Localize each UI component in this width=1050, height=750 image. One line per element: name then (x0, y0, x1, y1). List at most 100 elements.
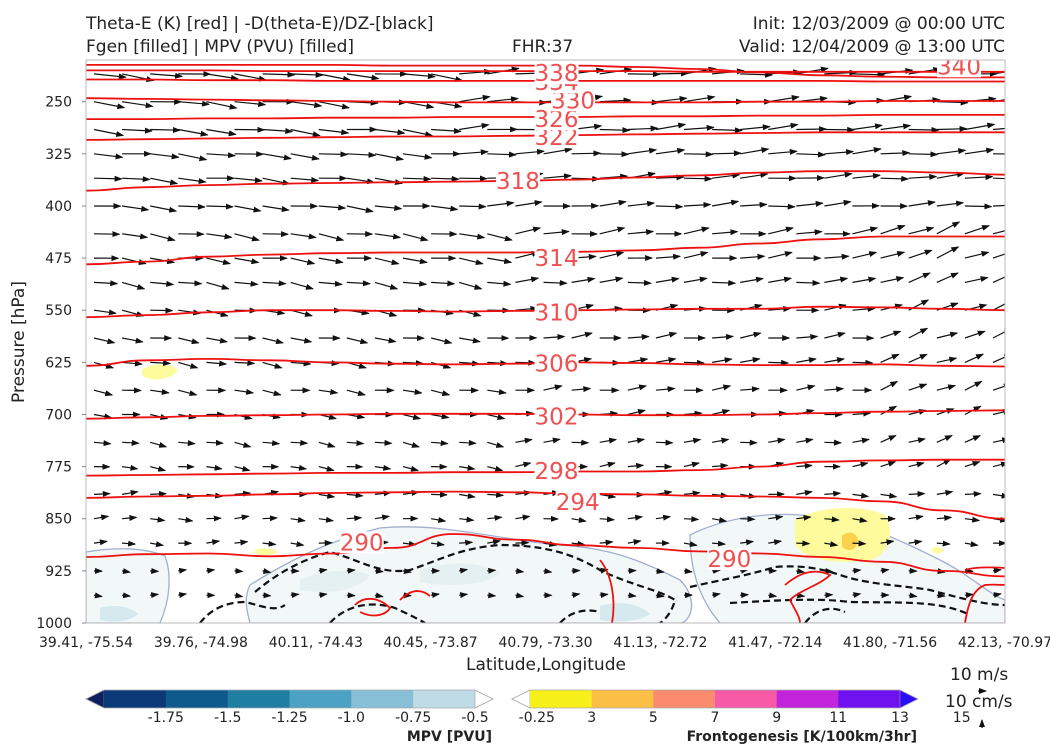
colorbar-tick-label: -1.5 (214, 710, 241, 726)
wind-vector (880, 353, 900, 363)
wind-vector (824, 276, 849, 283)
wind-vector (150, 233, 176, 242)
wind-vector (459, 539, 474, 546)
wind-vector (824, 331, 846, 339)
wind-vector (318, 204, 347, 211)
wind-vector (262, 515, 278, 522)
wind-vector (711, 517, 728, 523)
wind-vector (992, 461, 1005, 468)
wind-vector (318, 73, 352, 82)
wind-vector (992, 303, 1005, 311)
wind-vector (318, 388, 339, 395)
wind-vector (290, 541, 305, 548)
wind-vector (290, 464, 307, 471)
wind-vector (599, 539, 614, 546)
wind-vector (122, 464, 139, 471)
wind-vector (374, 281, 399, 290)
wind-vector (402, 280, 428, 287)
wind-vector (262, 440, 281, 447)
wind-vector (992, 409, 1005, 416)
wind-vector (571, 150, 602, 157)
wind-vector (318, 151, 349, 158)
wind-vector (234, 73, 267, 82)
wind-vector (346, 515, 363, 522)
wind-vector (150, 541, 164, 548)
wind-vector (290, 128, 321, 138)
wind-vector (402, 73, 436, 80)
colorbar-segment (289, 690, 352, 708)
wind-vector (683, 410, 703, 417)
wind-vector (346, 151, 377, 158)
wind-vector (852, 461, 869, 468)
wind-vector (150, 360, 172, 367)
wind-vector (431, 127, 462, 134)
colorbar-outline (511, 689, 919, 709)
wind-vector (852, 567, 862, 574)
theta-e-contours (86, 64, 1005, 623)
wind-vector (908, 173, 938, 180)
wind-vector (852, 147, 882, 155)
wind-vector (374, 205, 403, 211)
wind-vector (683, 276, 708, 283)
wind-vector (459, 122, 490, 131)
y-tick-label: 625 (45, 355, 72, 371)
wind-vector (262, 71, 296, 78)
wind-vector (824, 490, 842, 497)
wind-vector (627, 279, 652, 286)
wind-vector (852, 540, 867, 547)
wind-vector (796, 592, 806, 599)
wind-vector (908, 249, 933, 259)
wind-vector (712, 150, 742, 157)
wind-vector (459, 94, 491, 103)
wind-vector (908, 461, 925, 468)
wind-vector (796, 540, 811, 547)
wind-vector (290, 281, 314, 290)
wind-vector (655, 331, 678, 339)
wind-vector (740, 357, 761, 364)
wind-vector (430, 73, 464, 83)
wind-vector (178, 203, 206, 210)
wind-vector (122, 176, 151, 183)
theta-e-contour-fragment (599, 559, 615, 623)
wind-vector (178, 177, 207, 185)
wind-vector (346, 492, 364, 499)
stability-contour (559, 609, 601, 623)
wind-vector (711, 357, 733, 364)
wind-vector (234, 360, 256, 367)
wind-vector (262, 568, 272, 575)
wind-vector (627, 200, 656, 207)
theta-e-label-bg (495, 169, 540, 192)
wind-vector (964, 353, 985, 363)
wind-vector (964, 122, 996, 131)
wind-vector (712, 172, 741, 179)
wind-vector (908, 490, 926, 497)
wind-vector (683, 490, 701, 497)
wind-vector (431, 491, 448, 498)
wind-vector (880, 251, 906, 259)
wind-vector (936, 540, 951, 547)
wind-vector (487, 413, 506, 420)
wind-vector (487, 233, 513, 242)
wind-vector (346, 280, 371, 287)
wind-vector (852, 592, 862, 598)
theta-e-label-bg (534, 247, 579, 270)
wind-vector (599, 226, 626, 235)
wind-vector (234, 280, 259, 287)
wind-vector (93, 280, 119, 287)
wind-vector (318, 567, 328, 574)
wind-vector (768, 148, 798, 155)
colorbar-segment (715, 690, 778, 708)
wind-vector (796, 437, 814, 444)
wind-vector (655, 203, 684, 210)
wind-vector (515, 226, 542, 235)
y-tick-label: 475 (45, 251, 72, 267)
wind-vector (740, 147, 770, 155)
colorbar-title: MPV [PVU] (407, 729, 492, 745)
wind-vector (936, 592, 946, 599)
wind-vector (824, 171, 853, 179)
wind-vector (487, 592, 497, 599)
wind-vector (992, 353, 1005, 363)
colorbar-tick-label: 9 (772, 710, 781, 726)
wind-vector (234, 205, 262, 213)
wind-vector (992, 204, 1005, 207)
